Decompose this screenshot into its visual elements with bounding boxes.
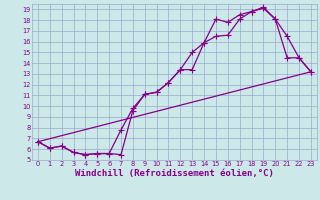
X-axis label: Windchill (Refroidissement éolien,°C): Windchill (Refroidissement éolien,°C) [75, 169, 274, 178]
